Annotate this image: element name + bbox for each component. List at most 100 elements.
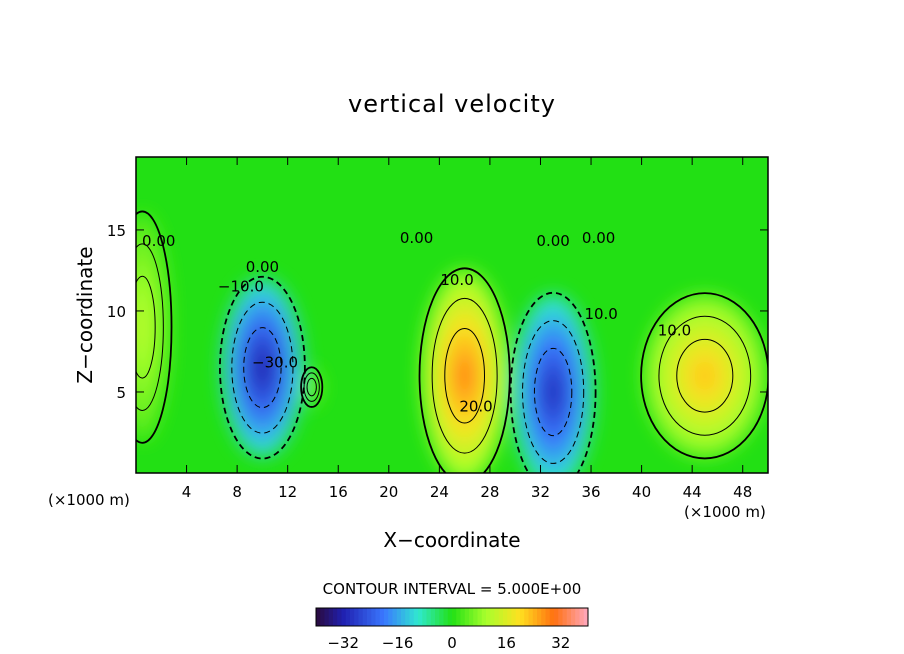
contour-updraft-3-ring-2 bbox=[444, 327, 485, 424]
x-axis-label: X−coordinate bbox=[383, 528, 520, 552]
chart-title: vertical velocity bbox=[348, 90, 556, 118]
contour-label-0: 0.00 bbox=[142, 232, 175, 250]
colorbar-step-8 bbox=[350, 608, 355, 626]
colorbar-step-31 bbox=[447, 608, 453, 626]
colorbar-step-5 bbox=[337, 608, 342, 626]
contour-updraft-5-ring-1 bbox=[658, 315, 752, 436]
velocity-field bbox=[136, 213, 766, 473]
x-tick-label-4: 20 bbox=[379, 483, 398, 501]
colorbar-step-15 bbox=[379, 608, 385, 626]
contour-updraft-0-ring-2 bbox=[136, 275, 156, 379]
y-axis-label: Z−coordinate bbox=[73, 246, 97, 383]
x-tick-label-0: 4 bbox=[182, 483, 192, 501]
field-updraft-2-level-4 bbox=[309, 383, 314, 392]
plot-area: 0.00 −10.0 0.00 −30.0 0.00 10.0 20.0 0.00 0.00 10… bbox=[107, 156, 769, 501]
y-tick-label-2: 15 bbox=[107, 222, 126, 240]
colorbar-outline bbox=[315, 607, 589, 627]
y-axis: 5 10 15 bbox=[107, 222, 768, 402]
x-unit-left: (×1000 m) bbox=[48, 491, 130, 509]
colorbar-step-32 bbox=[452, 608, 457, 626]
colorbar-steps bbox=[315, 607, 589, 627]
colorbar-step-59 bbox=[566, 608, 572, 626]
contour-label-9: 10.0 bbox=[584, 305, 617, 323]
colorbar-step-19 bbox=[396, 608, 402, 626]
colorbar-step-55 bbox=[549, 608, 555, 626]
contour-label-3: −30.0 bbox=[252, 354, 298, 372]
colorbar-step-60 bbox=[571, 608, 576, 626]
colorbar-step-46 bbox=[511, 608, 517, 626]
x-unit-right: (×1000 m) bbox=[684, 503, 766, 521]
contour-labels: 0.00 −10.0 0.00 −30.0 0.00 10.0 20.0 0.00 0.00 10… bbox=[142, 229, 691, 416]
colorbar-step-22 bbox=[409, 608, 415, 626]
contour-label-2: 0.00 bbox=[246, 258, 279, 276]
contour-updraft-0-ring-0 bbox=[136, 210, 173, 444]
colorbar-step-45 bbox=[507, 608, 512, 626]
colorbar-step-38 bbox=[477, 608, 483, 626]
colorbar-step-33 bbox=[456, 608, 461, 626]
colorbar-step-17 bbox=[388, 608, 393, 626]
colorbar-ticks: −32 −16 0 16 32 bbox=[327, 634, 570, 652]
colorbar-step-61 bbox=[575, 608, 580, 626]
colorbar-step-7 bbox=[345, 608, 351, 626]
contour-updraft-3-ring-0 bbox=[418, 267, 511, 473]
colorbar-step-18 bbox=[392, 608, 398, 626]
colorbar-step-14 bbox=[375, 608, 381, 626]
field-downdraft-1-level-4 bbox=[254, 349, 271, 386]
colorbar-step-39 bbox=[481, 608, 487, 626]
colorbar-step-11 bbox=[362, 608, 368, 626]
colorbar-step-27 bbox=[430, 608, 436, 626]
colorbar-step-16 bbox=[384, 608, 389, 626]
colorbar-step-44 bbox=[503, 608, 508, 626]
colorbar-step-57 bbox=[558, 608, 563, 626]
contour-updraft-5-ring-0 bbox=[640, 292, 768, 460]
contour-downdraft-1-ring-0 bbox=[219, 275, 306, 460]
colorbar-step-20 bbox=[401, 608, 406, 626]
colorbar-step-3 bbox=[328, 608, 334, 626]
contour-updraft-5-ring-2 bbox=[676, 338, 734, 413]
contour-downdraft-4-ring-1 bbox=[522, 320, 585, 464]
colorbar-step-36 bbox=[469, 608, 474, 626]
colorbar-step-40 bbox=[486, 608, 491, 626]
colorbar-step-1 bbox=[320, 608, 325, 626]
plot-frame bbox=[135, 156, 769, 474]
colorbar-step-52 bbox=[537, 608, 542, 626]
field-updraft-0-level-4 bbox=[136, 304, 148, 350]
x-tick-label-9: 40 bbox=[632, 483, 651, 501]
x-tick-label-3: 16 bbox=[329, 483, 348, 501]
y-tick-label-0: 5 bbox=[116, 384, 126, 402]
colorbar-step-12 bbox=[367, 608, 372, 626]
colorbar-step-4 bbox=[333, 608, 338, 626]
x-axis: 4 8 12 16 20 24 28 32 36 40 44 48 bbox=[182, 157, 752, 501]
colorbar-step-42 bbox=[494, 608, 500, 626]
contour-updraft-2-ring-1 bbox=[303, 372, 320, 402]
colorbar-step-62 bbox=[579, 608, 585, 626]
colorbar-step-49 bbox=[524, 608, 529, 626]
colorbar-step-21 bbox=[405, 608, 410, 626]
contour-label-4: 0.00 bbox=[400, 229, 433, 247]
x-tick-label-5: 24 bbox=[430, 483, 449, 501]
x-tick-label-11: 48 bbox=[733, 483, 752, 501]
contour-label-1: −10.0 bbox=[218, 278, 264, 296]
colorbar-step-29 bbox=[439, 608, 444, 626]
contour-label-5: 10.0 bbox=[440, 271, 473, 289]
contour-updraft-0-ring-1 bbox=[136, 243, 164, 411]
colorbar-step-63 bbox=[583, 608, 589, 626]
contour-updraft-2-ring-2 bbox=[306, 377, 317, 397]
colorbar-step-48 bbox=[520, 608, 525, 626]
x-tick-label-6: 28 bbox=[480, 483, 499, 501]
colorbar-tick-label-4: 32 bbox=[551, 634, 570, 652]
colorbar-step-10 bbox=[358, 608, 364, 626]
colorbar-tick-label-1: −16 bbox=[382, 634, 414, 652]
colorbar-step-24 bbox=[418, 608, 423, 626]
x-tick-label-8: 36 bbox=[581, 483, 600, 501]
colorbar-step-37 bbox=[473, 608, 478, 626]
colorbar-step-53 bbox=[541, 608, 546, 626]
colorbar-step-54 bbox=[545, 608, 551, 626]
colorbar-step-50 bbox=[528, 608, 534, 626]
contour-updraft-2-ring-0 bbox=[300, 366, 324, 408]
colorbar-step-23 bbox=[413, 608, 419, 626]
colorbar-step-0 bbox=[316, 608, 321, 626]
x-tick-label-7: 32 bbox=[531, 483, 550, 501]
colorbar-step-56 bbox=[554, 608, 559, 626]
